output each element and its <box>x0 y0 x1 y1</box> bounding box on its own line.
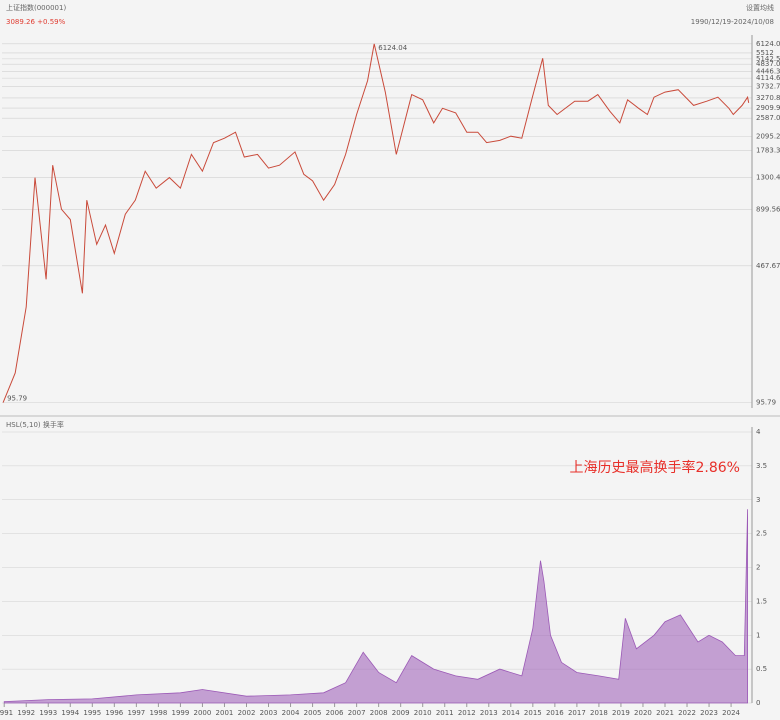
y-tick-label: 3732.74 <box>756 83 780 91</box>
x-tick-label: 2020 <box>634 709 652 717</box>
x-tick-label: 2016 <box>546 709 564 717</box>
x-tick-label: 1998 <box>149 709 167 717</box>
x-tick-label: 2004 <box>282 709 300 717</box>
stock-name: 上证指数(000001) <box>6 3 66 12</box>
indicator-label: HSL(5,10) 换手率 <box>6 420 64 429</box>
y-tick-label: 467.67 <box>756 262 780 270</box>
y-tick-label: 4837.05 <box>756 60 780 68</box>
y-tick-label: 3270.86 <box>756 94 780 102</box>
x-tick-label: 2005 <box>304 709 322 717</box>
x-tick-label: 1992 <box>17 709 35 717</box>
x-tick-label: 2006 <box>326 709 344 717</box>
y-tick-label: 5142.53 <box>756 55 780 63</box>
x-tick-label: 2013 <box>480 709 498 717</box>
price-line <box>2 43 750 403</box>
y-tick-label: 1 <box>756 631 760 639</box>
y-tick-label: 899.56 <box>756 205 780 213</box>
x-tick-label: 2015 <box>524 709 542 717</box>
point-label: 95.79 <box>7 395 27 403</box>
y-tick-label: 4 <box>756 428 761 436</box>
y-tick-label: 0.5 <box>756 665 767 673</box>
x-tick-label: 2011 <box>436 709 454 717</box>
y-tick-label: 4114.67 <box>756 74 780 82</box>
x-tick-label: 2021 <box>656 709 674 717</box>
y-tick-label: 3 <box>756 496 760 504</box>
annotation: 上海历史最高换手率2.86% <box>570 459 740 476</box>
y-tick-label: 2.5 <box>756 530 767 538</box>
x-tick-label: 2003 <box>260 709 278 717</box>
x-tick-label: 2001 <box>216 709 234 717</box>
y-tick-label: 2587.09 <box>756 114 780 122</box>
x-tick-label: 2018 <box>590 709 608 717</box>
x-tick-label: 1991 <box>0 709 13 717</box>
x-tick-label: 1996 <box>105 709 123 717</box>
turnover-area <box>3 509 748 704</box>
date-range: 1990/12/19-2024/10/08 <box>691 18 774 26</box>
y-tick-label: 1783.34 <box>756 146 780 154</box>
y-tick-label: 2909.97 <box>756 104 780 112</box>
x-tick-label: 1993 <box>39 709 57 717</box>
x-tick-label: 2007 <box>348 709 366 717</box>
x-tick-label: 1997 <box>127 709 145 717</box>
x-tick-label: 2023 <box>700 709 718 717</box>
x-tick-label: 2008 <box>370 709 388 717</box>
x-tick-label: 2022 <box>678 709 696 717</box>
y-tick-label: 1300.44 <box>756 174 780 182</box>
x-tick-label: 2024 <box>722 709 740 717</box>
y-tick-label: 2 <box>756 564 760 572</box>
last-price: 3089.26 +0.59% <box>6 18 66 26</box>
y-tick-label: 2095.21 <box>756 132 780 140</box>
x-tick-label: 2009 <box>392 709 410 717</box>
x-tick-label: 1994 <box>61 709 79 717</box>
y-tick-label: 5512 <box>756 49 774 57</box>
x-tick-label: 2017 <box>568 709 586 717</box>
y-tick-label: 4446.39 <box>756 67 780 75</box>
x-tick-label: 2002 <box>238 709 256 717</box>
x-tick-label: 2012 <box>458 709 476 717</box>
settings[interactable]: 设置均线 <box>746 3 774 12</box>
y-tick-label: 1.5 <box>756 597 767 605</box>
y-tick-label: 6124.04 <box>756 40 780 48</box>
x-tick-label: 2014 <box>502 709 520 717</box>
x-tick-label: 2010 <box>414 709 432 717</box>
y-tick-label: 3.5 <box>756 462 767 470</box>
y-tick-label: 95.79 <box>756 399 776 407</box>
x-tick-label: 2000 <box>194 709 212 717</box>
y-tick-label: 0 <box>756 699 760 707</box>
x-tick-label: 1995 <box>83 709 101 717</box>
x-tick-label: 1999 <box>172 709 190 717</box>
x-tick-label: 2019 <box>612 709 630 717</box>
point-label: 6124.04 <box>378 44 407 52</box>
